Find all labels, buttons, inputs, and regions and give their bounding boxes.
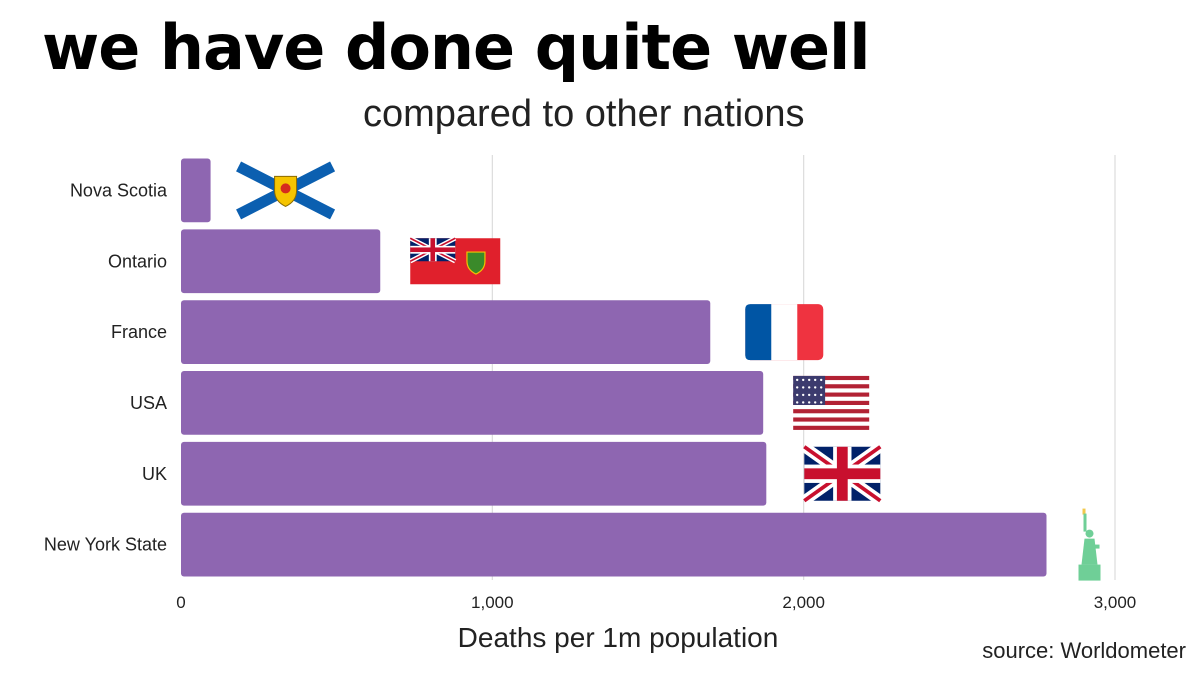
bar (181, 441, 767, 506)
flag-icons (236, 161, 1101, 581)
bar (181, 300, 711, 364)
category-label: Nova Scotia (70, 180, 168, 200)
bar (181, 158, 211, 223)
category-label: UK (142, 464, 167, 484)
france-flag-icon (745, 304, 824, 361)
bar (181, 512, 1047, 577)
category-label: Ontario (108, 251, 167, 271)
category-label: USA (130, 393, 167, 413)
usa-flag-icon (793, 375, 870, 430)
category-label: France (111, 322, 167, 342)
nova-scotia-flag-icon (236, 161, 336, 220)
category-label: New York State (44, 535, 167, 555)
bars (181, 158, 1047, 577)
x-tick-label: 0 (176, 593, 185, 612)
bar (181, 229, 381, 294)
bar (181, 371, 764, 435)
uk-flag-icon (801, 442, 884, 506)
chart-subtitle: compared to other nations (363, 93, 805, 135)
statue-of-liberty-icon (1078, 508, 1101, 581)
category-labels: Nova Scotia Ontario France USA UK New York St… (44, 180, 168, 554)
grid-lines (491, 155, 1116, 580)
source-note: source: Worldometer (982, 638, 1186, 663)
x-tick-label: 2,000 (782, 593, 825, 612)
x-axis-title: Deaths per 1m population (458, 622, 779, 653)
x-tick-label: 3,000 (1094, 593, 1137, 612)
x-axis-ticks: 0 1,000 2,000 3,000 (176, 593, 1136, 612)
chart-title: we have done quite well (42, 11, 871, 84)
x-tick-label: 1,000 (471, 593, 514, 612)
ontario-flag-icon (409, 236, 501, 285)
